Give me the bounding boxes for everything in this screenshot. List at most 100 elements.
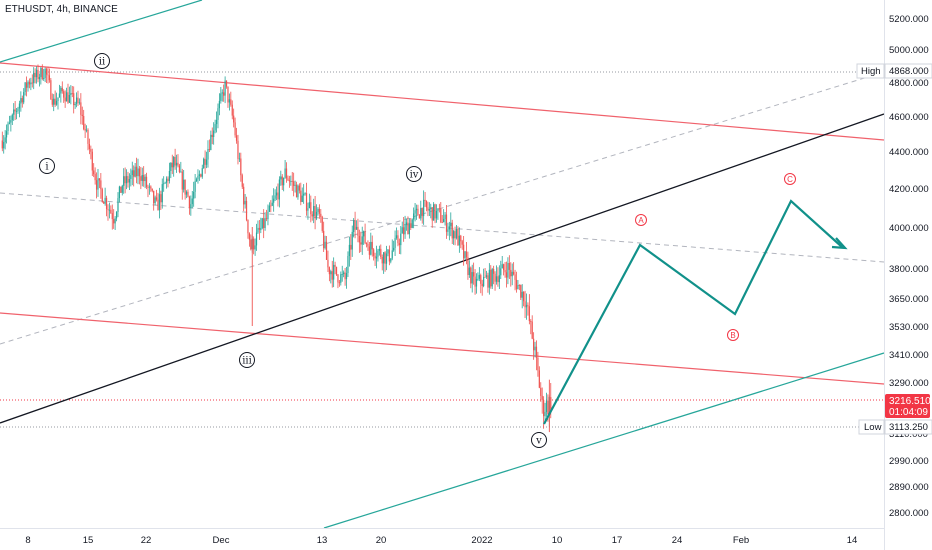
candle-body xyxy=(453,231,455,239)
low-value-tag xyxy=(884,419,932,435)
dashed-midline xyxy=(0,192,885,263)
correction-label-b-text: B xyxy=(730,331,735,340)
candle-body xyxy=(260,228,262,230)
candle-body xyxy=(175,162,178,166)
candle-body xyxy=(68,95,71,103)
candle-body xyxy=(163,183,165,185)
candle-body xyxy=(250,239,252,250)
candle-body xyxy=(171,162,173,168)
candle-body xyxy=(207,149,209,160)
candle-body xyxy=(333,264,335,280)
candle-body xyxy=(478,275,480,279)
candle-body xyxy=(508,263,510,270)
candle-body xyxy=(537,357,539,371)
candle-body xyxy=(77,97,79,103)
candle-body xyxy=(191,198,193,205)
candle-body xyxy=(65,92,68,102)
candle-body xyxy=(307,208,309,211)
candle-body xyxy=(435,211,438,219)
candle-body xyxy=(374,255,376,259)
red-channel-bottom xyxy=(0,312,885,385)
candle-body xyxy=(227,86,229,103)
correction-label-a-text: A xyxy=(638,216,644,225)
candle-body xyxy=(174,157,176,166)
candle-body xyxy=(544,411,546,417)
correction-label-a[interactable]: A xyxy=(635,214,647,226)
candle-body xyxy=(531,321,533,339)
candle-body xyxy=(547,400,549,414)
candle-body xyxy=(315,211,318,219)
candle-body xyxy=(37,69,39,80)
candle-body xyxy=(34,72,36,78)
wave-label-iv[interactable]: iv xyxy=(406,166,422,182)
candle-body xyxy=(325,241,328,260)
candle-body xyxy=(534,346,536,351)
candle-body xyxy=(270,205,272,207)
high-label-tag xyxy=(856,63,885,79)
candle-body xyxy=(240,158,242,176)
candle-body xyxy=(525,304,528,308)
candle-body xyxy=(381,257,383,264)
candle-body xyxy=(455,228,458,239)
low-label-tag xyxy=(858,419,885,435)
candle-body xyxy=(147,187,149,188)
candle-body xyxy=(103,202,105,204)
correction-label-b[interactable]: B xyxy=(727,329,739,341)
candle-body xyxy=(505,272,508,278)
candle-body xyxy=(140,176,142,181)
candle-body xyxy=(360,242,362,245)
candle-body xyxy=(348,244,350,256)
candle-body xyxy=(53,98,55,105)
y-tick: 5000.000 xyxy=(889,45,929,56)
candle-body xyxy=(457,228,459,246)
candle-body xyxy=(504,270,506,273)
candle-body xyxy=(170,162,172,171)
candle-body xyxy=(4,137,6,143)
candle-body xyxy=(74,104,76,106)
candle-body xyxy=(115,212,118,219)
wave-label-ii[interactable]: ii xyxy=(94,53,110,69)
correction-label-c-text: C xyxy=(787,175,793,184)
candle-body xyxy=(85,129,88,131)
candle-body xyxy=(41,68,43,79)
candle-body xyxy=(448,226,450,230)
y-tick: 3800.000 xyxy=(889,264,929,275)
x-tick: 13 xyxy=(317,535,328,546)
x-tick: 10 xyxy=(552,535,563,546)
candle-body xyxy=(113,219,115,224)
time-scale[interactable]: 8 15 22 Dec 13 20 2022 10 17 24 Feb 14 xyxy=(0,528,884,547)
candle-body xyxy=(503,264,505,271)
low-label-text: Low xyxy=(864,422,882,433)
candle-body xyxy=(441,222,443,223)
candle-body xyxy=(398,243,400,246)
candle-body xyxy=(183,179,185,190)
y-tick: 3650.000 xyxy=(889,294,929,305)
teal-channel-bottom xyxy=(323,352,885,529)
wave-label-i[interactable]: i xyxy=(39,158,55,174)
wave-label-v[interactable]: v xyxy=(531,432,547,448)
candle-body xyxy=(300,190,302,202)
symbol-legend[interactable]: ETHUSDT, 4h, BINANCE xyxy=(5,4,118,15)
correction-label-c[interactable]: C xyxy=(784,173,796,185)
candle-body xyxy=(413,213,415,220)
candle-body xyxy=(214,124,216,131)
wave-label-iii[interactable]: iii xyxy=(239,352,255,368)
candle-body xyxy=(121,185,123,193)
candle-body xyxy=(40,68,42,78)
y-tick: 2990.000 xyxy=(889,456,929,467)
candle-body xyxy=(310,202,312,215)
candle-body xyxy=(414,210,416,214)
candle-body xyxy=(314,206,316,219)
x-tick: 8 xyxy=(25,535,30,546)
candle-body xyxy=(157,199,159,211)
wave-label-iv-text: iv xyxy=(410,170,419,181)
candle-body xyxy=(280,176,282,180)
price-scale[interactable]: 5200.000 5000.000 4800.000 4600.000 4400… xyxy=(856,0,932,550)
candle-body xyxy=(400,233,402,246)
candle-body xyxy=(230,99,232,105)
candle-body xyxy=(158,194,161,211)
candle-body xyxy=(185,191,188,195)
plot-area[interactable]: i ii iii iv v A xyxy=(0,0,885,529)
candle-body xyxy=(35,69,38,78)
